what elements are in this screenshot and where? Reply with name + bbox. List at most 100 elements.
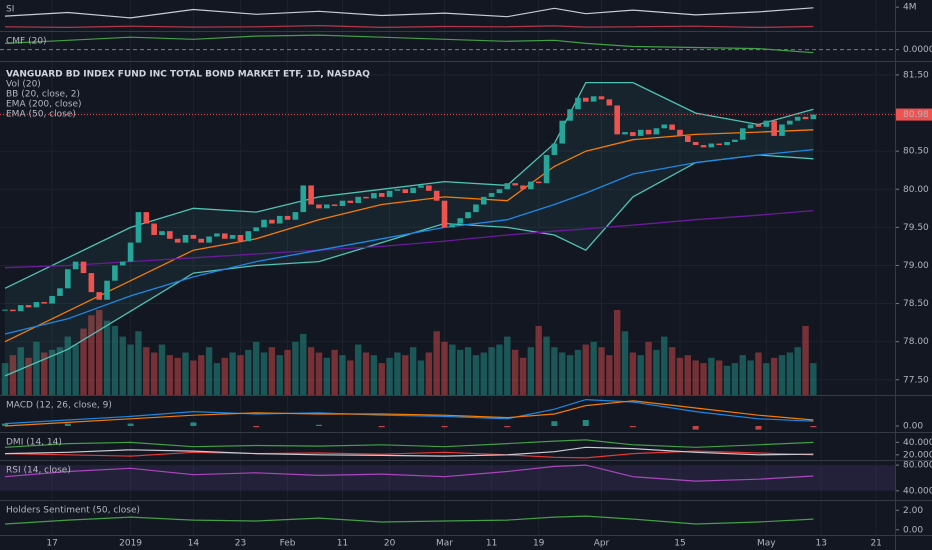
candle xyxy=(33,302,40,308)
candle xyxy=(598,96,605,100)
candle xyxy=(763,120,770,127)
candle xyxy=(316,204,322,209)
ema-line xyxy=(4,148,814,335)
volume-bar xyxy=(354,344,362,395)
indicator-line xyxy=(4,400,814,427)
volume-bar xyxy=(535,325,542,395)
volume-bar xyxy=(786,352,794,395)
indicator-line xyxy=(4,446,814,457)
candle xyxy=(386,190,393,197)
volume-bar xyxy=(378,363,385,395)
candle xyxy=(269,219,275,224)
volume-bar xyxy=(307,347,315,395)
y-tick-label: 80.0000 xyxy=(903,461,932,471)
indicator-line xyxy=(4,398,814,425)
volume-bar xyxy=(276,355,283,395)
bb-fill xyxy=(5,82,814,376)
volume-bar xyxy=(488,347,495,395)
volume-bar xyxy=(205,347,213,395)
volume-bar xyxy=(402,355,409,395)
candle xyxy=(17,305,24,312)
histogram-bar xyxy=(582,420,589,426)
volume-bar xyxy=(449,344,456,395)
volume-bar xyxy=(606,355,613,395)
candle xyxy=(394,189,401,191)
volume-bar xyxy=(708,357,715,395)
y-tick-label: 79.50 xyxy=(903,223,929,233)
volume-bar xyxy=(245,349,252,395)
volume-bar xyxy=(417,360,425,395)
candle xyxy=(135,212,142,243)
volume-bar xyxy=(582,344,589,395)
volume-bar xyxy=(810,363,817,395)
candle xyxy=(528,181,534,190)
candle xyxy=(787,120,793,125)
volume-bar xyxy=(511,349,519,395)
candle xyxy=(661,124,668,129)
volume-bar xyxy=(480,352,487,395)
volume-bar xyxy=(716,360,723,395)
volume-bar xyxy=(574,349,582,395)
candle xyxy=(363,196,369,199)
volume-bar xyxy=(347,360,354,395)
volume-bar xyxy=(629,352,637,395)
candle xyxy=(637,129,644,136)
volume-bar xyxy=(284,349,291,395)
histogram-bar xyxy=(692,426,699,430)
histogram-bar xyxy=(504,426,511,428)
y-tick-label: 79.00 xyxy=(903,261,929,271)
candle xyxy=(49,295,55,304)
candle xyxy=(732,139,738,143)
candle xyxy=(794,116,801,121)
legend-entry: EMA (50, close) xyxy=(6,110,76,120)
volume-bar xyxy=(496,344,503,395)
volume-bar xyxy=(111,325,119,395)
candle xyxy=(151,223,157,235)
candle xyxy=(2,309,8,311)
candle xyxy=(692,142,699,146)
x-tick-label: 13 xyxy=(816,539,827,549)
y-tick-label: 0.0000 xyxy=(903,45,932,55)
indicator-line xyxy=(4,515,814,525)
volume-bar xyxy=(339,355,346,395)
candle xyxy=(25,305,32,308)
candle xyxy=(716,143,723,146)
candle xyxy=(779,124,785,136)
x-tick-label: 23 xyxy=(235,539,246,549)
volume-bar xyxy=(566,355,574,395)
volume-bar xyxy=(25,357,32,395)
candle xyxy=(426,185,432,191)
x-tick-label: 11 xyxy=(486,539,497,549)
volume-bar xyxy=(700,363,707,395)
candle xyxy=(582,97,589,102)
volume-bar xyxy=(143,347,150,395)
candle xyxy=(747,124,754,129)
legend-entry: Vol (20) xyxy=(6,80,41,90)
candle xyxy=(410,187,416,194)
candle xyxy=(590,96,597,102)
candle xyxy=(771,120,777,136)
volume-bar xyxy=(559,352,566,395)
volume-bar xyxy=(653,349,660,395)
y-tick-label: 78.50 xyxy=(903,299,929,309)
volume-bar xyxy=(158,344,166,395)
y-tick-label: 40.0000 xyxy=(903,438,932,448)
candle xyxy=(284,215,291,220)
x-tick-label: Mar xyxy=(436,539,453,549)
volume-bar xyxy=(182,352,189,395)
candle xyxy=(535,181,542,184)
pane-title: VANGUARD BD INDEX FUND INC TOTAL BOND MA… xyxy=(6,70,370,80)
volume-bar xyxy=(747,360,754,395)
candle xyxy=(331,204,338,207)
candle xyxy=(402,189,409,194)
candle xyxy=(72,261,79,270)
candle xyxy=(41,302,48,304)
volume-bar xyxy=(103,320,111,395)
volume-bar xyxy=(150,352,158,395)
x-tick-label: May xyxy=(757,539,776,549)
y-tick-label: 80.00 xyxy=(903,185,929,195)
volume-bar xyxy=(315,352,323,395)
volume-bar xyxy=(198,355,205,395)
volume-bar xyxy=(119,336,126,395)
